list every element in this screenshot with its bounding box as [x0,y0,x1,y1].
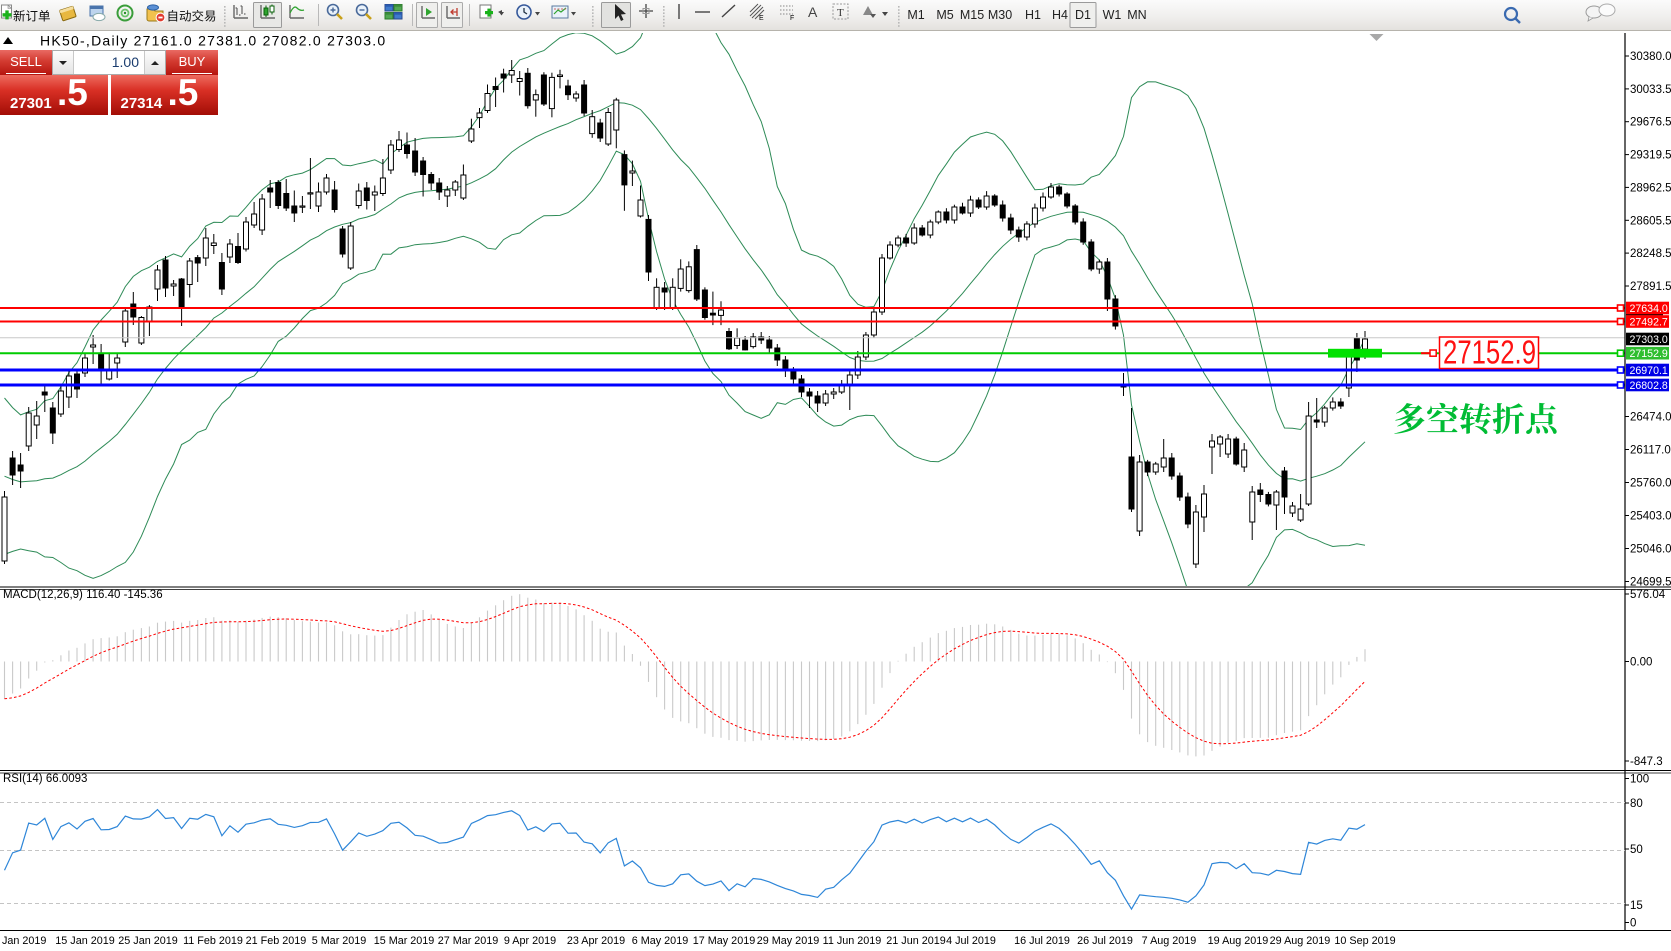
svg-text:25403.0: 25403.0 [1630,511,1671,523]
svg-text:30033.5: 30033.5 [1630,84,1671,96]
svg-text:F: F [790,15,794,22]
svg-text:25046.0: 25046.0 [1630,544,1671,556]
svg-text:29 Aug 2019: 29 Aug 2019 [1270,935,1331,947]
svg-text:28248.5: 28248.5 [1630,248,1671,260]
svg-text:11 Jun 2019: 11 Jun 2019 [823,935,882,947]
svg-text:E: E [759,15,764,22]
svg-text:Jan 2019: Jan 2019 [2,935,46,947]
svg-text:M5: M5 [936,8,953,22]
svg-text:15 Jan 2019: 15 Jan 2019 [55,935,114,947]
svg-text:M15: M15 [960,8,984,22]
svg-text:28605.5: 28605.5 [1630,215,1671,227]
svg-text:23 Apr 2019: 23 Apr 2019 [567,935,625,947]
svg-text:10 Sep 2019: 10 Sep 2019 [1334,935,1395,947]
svg-text:W1: W1 [1103,8,1122,22]
svg-text:4 Jul 2019: 4 Jul 2019 [946,935,996,947]
svg-text:D1: D1 [1075,8,1091,22]
svg-text:A: A [808,4,818,20]
svg-text:15 Mar 2019: 15 Mar 2019 [374,935,435,947]
svg-text:27152.9: 27152.9 [1630,348,1668,360]
svg-text:19 Aug 2019: 19 Aug 2019 [1208,935,1269,947]
svg-text:29319.5: 29319.5 [1630,150,1671,162]
svg-text:MACD(12,26,9) 116.40 -145.36: MACD(12,26,9) 116.40 -145.36 [3,589,163,601]
svg-text:6 May 2019: 6 May 2019 [632,935,688,947]
svg-text:16 Jul 2019: 16 Jul 2019 [1014,935,1070,947]
svg-text:5 Mar 2019: 5 Mar 2019 [312,935,367,947]
svg-text:RSI(14) 66.0093: RSI(14) 66.0093 [3,773,87,785]
svg-text:M30: M30 [988,8,1012,22]
svg-text:H1: H1 [1025,8,1041,22]
svg-text:26474.0: 26474.0 [1630,412,1671,424]
svg-text:24699.5: 24699.5 [1630,577,1671,589]
svg-text:26802.8: 26802.8 [1630,380,1668,392]
svg-text:27891.5: 27891.5 [1630,281,1671,293]
svg-text:21 Jun 2019: 21 Jun 2019 [886,935,945,947]
svg-text:M1: M1 [907,8,924,22]
svg-text:25760.0: 25760.0 [1630,478,1671,490]
svg-text:100: 100 [1630,774,1649,786]
svg-text:27634.0: 27634.0 [1630,303,1668,315]
svg-text:21 Feb 2019: 21 Feb 2019 [246,935,307,947]
svg-text:26 Jul 2019: 26 Jul 2019 [1077,935,1133,947]
svg-text:27 Mar 2019: 27 Mar 2019 [438,935,499,947]
svg-text:29676.5: 29676.5 [1630,117,1671,129]
svg-text:9 Apr 2019: 9 Apr 2019 [504,935,556,947]
svg-text:H4: H4 [1052,8,1068,22]
svg-text:27492.7: 27492.7 [1630,316,1668,328]
svg-text:15: 15 [1630,900,1643,912]
svg-text:11 Feb 2019: 11 Feb 2019 [183,935,243,947]
svg-text:27152.9: 27152.9 [1443,335,1536,372]
svg-text:MN: MN [1127,8,1146,22]
svg-text:17 May 2019: 17 May 2019 [693,935,755,947]
svg-text:T: T [837,7,844,19]
svg-text:7 Aug 2019: 7 Aug 2019 [1142,935,1197,947]
svg-text:26970.1: 26970.1 [1630,365,1668,377]
svg-text:80: 80 [1630,798,1643,810]
svg-text:0.00: 0.00 [1630,657,1652,669]
svg-text:0: 0 [1630,918,1636,930]
svg-text:29 May 2019: 29 May 2019 [757,935,819,947]
svg-text:30380.0: 30380.0 [1630,51,1671,63]
svg-text:-847.3: -847.3 [1630,756,1663,768]
svg-text:50: 50 [1630,844,1643,856]
svg-text:25 Jan 2019: 25 Jan 2019 [118,935,177,947]
svg-text:576.04: 576.04 [1630,589,1666,601]
svg-text:28962.5: 28962.5 [1630,182,1671,194]
svg-text:26117.0: 26117.0 [1630,445,1671,457]
svg-text:HK50-,Daily 27161.0 27381.0 2: HK50-,Daily 27161.0 27381.0 27082.0 2730… [40,33,386,49]
svg-text:27303.0: 27303.0 [1630,334,1668,346]
